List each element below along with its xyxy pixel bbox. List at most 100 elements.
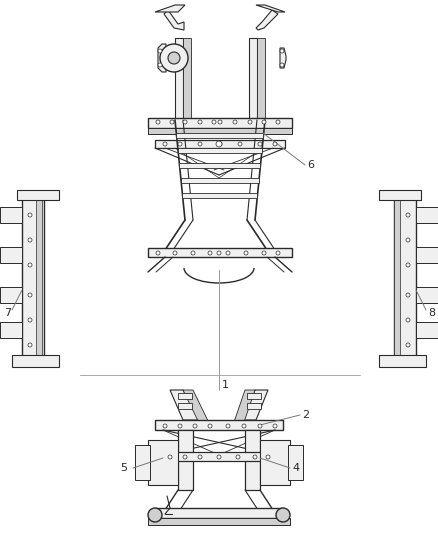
Circle shape (168, 52, 180, 64)
Text: 5: 5 (120, 463, 127, 473)
Circle shape (198, 120, 202, 124)
Bar (148, 128, 292, 134)
Circle shape (226, 424, 230, 428)
Circle shape (158, 49, 162, 53)
Circle shape (183, 455, 187, 459)
Circle shape (178, 142, 182, 146)
Circle shape (168, 455, 172, 459)
Bar (17, 190, 59, 200)
Bar (179, 163, 260, 168)
Circle shape (406, 318, 410, 322)
Polygon shape (183, 38, 191, 120)
Circle shape (276, 508, 290, 522)
Polygon shape (280, 48, 286, 68)
Circle shape (218, 142, 222, 146)
Circle shape (28, 293, 32, 297)
Bar (148, 248, 292, 257)
Circle shape (156, 120, 160, 124)
Polygon shape (249, 38, 257, 120)
Text: 6: 6 (307, 160, 314, 170)
Circle shape (28, 318, 32, 322)
Text: 8: 8 (428, 308, 435, 318)
Bar (148, 440, 178, 485)
Bar (379, 355, 426, 367)
Circle shape (273, 424, 277, 428)
Circle shape (276, 120, 280, 124)
Circle shape (248, 120, 252, 124)
Circle shape (406, 263, 410, 267)
Circle shape (406, 343, 410, 347)
Bar (0, 287, 22, 303)
Circle shape (208, 251, 212, 255)
Bar (178, 148, 262, 153)
Circle shape (158, 63, 162, 67)
Bar (22, 195, 44, 360)
Bar (0, 322, 22, 338)
Polygon shape (170, 390, 200, 420)
Circle shape (273, 142, 277, 146)
Bar (416, 247, 438, 263)
Circle shape (178, 424, 182, 428)
Bar (394, 195, 400, 360)
Circle shape (198, 142, 202, 146)
Bar (12, 355, 59, 367)
Bar (178, 393, 192, 399)
Circle shape (280, 49, 284, 53)
Circle shape (217, 455, 221, 459)
Text: 4: 4 (292, 463, 299, 473)
Circle shape (242, 424, 246, 428)
Circle shape (216, 141, 222, 147)
Polygon shape (158, 44, 166, 72)
Circle shape (253, 455, 257, 459)
Circle shape (170, 120, 174, 124)
Polygon shape (164, 10, 184, 30)
Circle shape (233, 120, 237, 124)
Bar (148, 518, 290, 525)
Bar (260, 440, 290, 485)
Polygon shape (257, 38, 265, 120)
Bar (394, 195, 416, 360)
Bar (182, 193, 257, 198)
Circle shape (244, 251, 248, 255)
Circle shape (226, 251, 230, 255)
Bar (416, 287, 438, 303)
Bar (176, 133, 263, 138)
Polygon shape (155, 5, 185, 12)
Bar (36, 195, 42, 360)
Circle shape (406, 213, 410, 217)
Polygon shape (178, 430, 193, 490)
Bar (135, 445, 150, 480)
Circle shape (160, 44, 188, 72)
Circle shape (28, 213, 32, 217)
Bar (247, 393, 261, 399)
Circle shape (28, 343, 32, 347)
Circle shape (218, 120, 222, 124)
Polygon shape (243, 390, 268, 420)
Circle shape (212, 120, 216, 124)
Bar (155, 140, 285, 148)
Polygon shape (256, 10, 278, 30)
Bar (163, 452, 275, 461)
Bar (178, 403, 192, 409)
Bar (288, 445, 303, 480)
Polygon shape (245, 430, 260, 490)
Circle shape (163, 424, 167, 428)
Circle shape (217, 251, 221, 255)
Circle shape (173, 251, 177, 255)
Circle shape (406, 293, 410, 297)
Circle shape (148, 508, 162, 522)
Polygon shape (233, 390, 255, 425)
Text: 2: 2 (302, 410, 309, 420)
Bar (155, 420, 283, 430)
Bar (247, 403, 261, 409)
Polygon shape (183, 390, 210, 425)
Circle shape (208, 424, 212, 428)
Bar (181, 178, 259, 183)
Polygon shape (256, 5, 285, 12)
Bar (416, 322, 438, 338)
Circle shape (156, 251, 160, 255)
Circle shape (28, 238, 32, 242)
Circle shape (280, 63, 284, 67)
Circle shape (258, 142, 262, 146)
Circle shape (28, 263, 32, 267)
